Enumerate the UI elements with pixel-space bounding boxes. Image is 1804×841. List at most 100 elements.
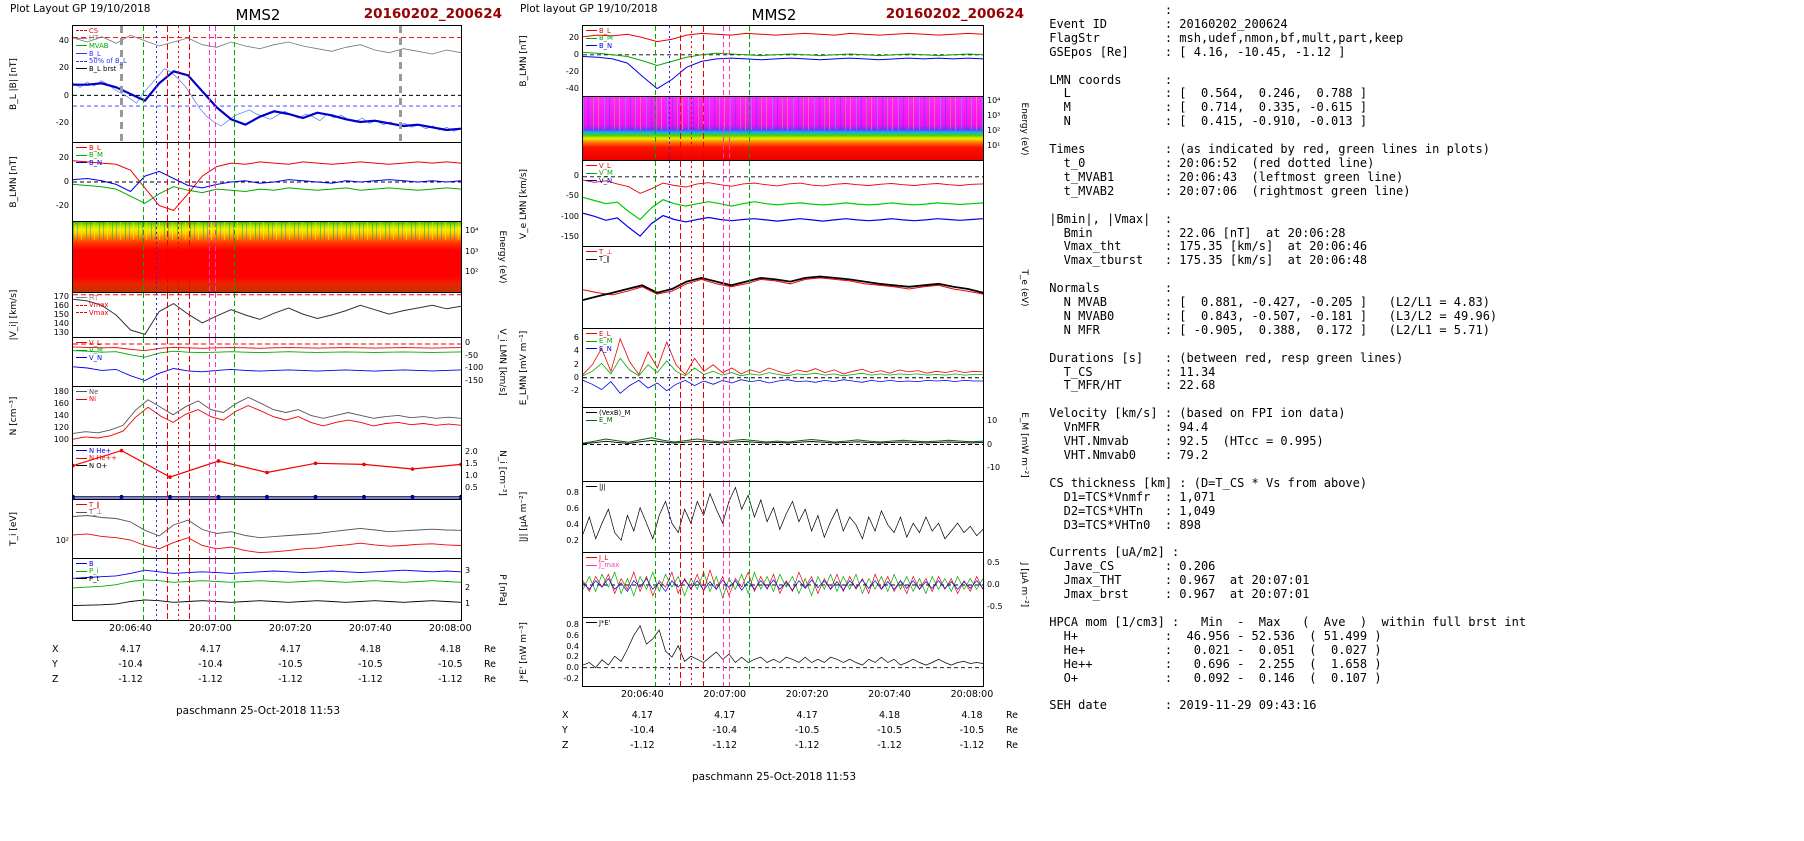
series-E_M (583, 437, 983, 444)
y-tick-label: 180 (53, 387, 69, 396)
event-time-line (155, 26, 157, 142)
series-Jmag (583, 486, 983, 542)
legend-label: B_L brst (89, 64, 117, 73)
y-tick-label: 10³ (465, 246, 479, 256)
y-tick-label: 0.5 (987, 558, 1000, 568)
coord-value: 4.18 (961, 710, 983, 721)
series-V_L (583, 179, 983, 194)
event-time-line (188, 387, 190, 445)
y-tick-label: 0 (63, 90, 69, 100)
legend-line-sample (76, 465, 87, 467)
event-time-line (234, 222, 236, 292)
legend-entry: N He+ (76, 447, 117, 455)
y-tick-label: 10 (987, 416, 998, 426)
left-axis-jdote: J*E' [nW m⁻³] 0.8 0.6 0.4 0.2 0.0 -0.2 (518, 617, 582, 687)
event-time-line (234, 446, 236, 499)
legend-vmag: HT Vmax Vmax (76, 294, 108, 317)
legend-entry: 50% of B_L (76, 57, 127, 65)
series-P_t (73, 599, 461, 607)
plot-svg-jmag (583, 486, 983, 542)
event-time-line (679, 553, 681, 617)
series-V_M (73, 350, 461, 358)
legend-label: J*E' (599, 618, 611, 627)
legend-entry: E_M (586, 416, 630, 424)
series-V_L (73, 346, 461, 352)
series-P_i (73, 579, 461, 589)
y-tick-label: 0.2 (566, 652, 579, 662)
event-time-line (234, 293, 236, 337)
y-tick-label: 0 (573, 171, 579, 181)
event-time-line (142, 293, 144, 337)
legend-jlmn: J_L J_max (586, 554, 619, 569)
event-time-line (155, 446, 157, 499)
event-time-line (234, 500, 236, 558)
plot-svg-vlmn (73, 343, 461, 381)
coord-row: Y -10.4 -10.4 -10.5 -10.5 -10.5 Re (52, 659, 496, 674)
y-tick-label: -20 (55, 201, 69, 211)
left-axis-vmag: |V_i| [km/s] 170 160 150 140 130 (8, 290, 72, 341)
event-time-line (166, 559, 168, 620)
event-time-line (668, 329, 670, 407)
coord-value: 4.17 (199, 644, 222, 655)
plot-svg-vmag (73, 294, 461, 335)
legend-entry: V_L (586, 162, 613, 170)
left-axis-te (518, 246, 582, 329)
legend-line-sample (76, 297, 87, 299)
plot-footer: paschmann 25-Oct-2018 11:53 (175, 705, 340, 717)
y-tick-label: -20 (55, 117, 69, 127)
legend-label: B (89, 559, 94, 568)
legend-line-sample (76, 45, 87, 47)
y-axis-label: B_LMN [nT] (519, 35, 529, 87)
legend-line-sample (76, 391, 87, 393)
left-axis-blmn: B_LMN [nT] 20 0 -20 (8, 142, 72, 222)
right-axis-jdote (984, 617, 1030, 687)
y-tick-label: 20 (58, 152, 69, 162)
legend-label: E_N (599, 344, 612, 353)
y-tick-label: 0.5 (465, 483, 478, 493)
event-time-line (668, 408, 670, 481)
coord-unit: Re (483, 644, 496, 655)
coord-value: -10.5 (877, 725, 902, 736)
left-axis-ti: T_i [eV] 10² (8, 499, 72, 559)
plot-svg-bfield (73, 34, 461, 132)
legend-entry: B_L (76, 50, 127, 58)
event-time-line (723, 482, 725, 552)
legend-line-sample (76, 162, 87, 164)
event-time-line (668, 26, 670, 96)
plot-area-velmn: V_L V_M V_N (582, 160, 984, 247)
y-axis-label-right: V_i LMN [km/s] (497, 328, 507, 396)
y-axis-label-right: T_e (eV) (1019, 268, 1029, 307)
left-axis-minor-density (8, 445, 72, 500)
right-axis-ti (462, 499, 508, 559)
legend-line-sample (76, 30, 87, 32)
y-tick-label: 6 (573, 333, 579, 342)
legend-label: B_L (599, 26, 611, 35)
right-axis-te: T_e (eV) (984, 246, 1030, 329)
event-time-line (209, 500, 211, 558)
legend-entry: (VexB)_M (586, 409, 630, 417)
y-tick-label: 0.4 (566, 641, 579, 651)
event-time-line (691, 553, 693, 617)
event-time-line (728, 482, 730, 552)
coord-value: -10.4 (712, 725, 737, 736)
y-tick-label: 140 (53, 411, 69, 420)
spectrogram-texture (583, 97, 983, 130)
time-tick-label: 20:06:40 (109, 623, 152, 634)
legend-entry: B_N (76, 159, 103, 167)
ion-panel-stack: B_L |B| [nT] 40 20 0 -20 CS HT MVAB B_L 50% of B_… (8, 25, 508, 621)
y-tick-label: 2 (465, 582, 471, 592)
event-time-line (155, 338, 157, 386)
plot-svg-blmn2 (583, 32, 983, 90)
coord-unit: Re (1005, 725, 1018, 736)
legend-entry: B_N (586, 42, 613, 50)
y-tick-label: -2 (571, 386, 579, 396)
y-tick-label: 10² (465, 267, 479, 277)
y-tick-label: -40 (565, 83, 579, 93)
y-tick-label: 1.0 (465, 471, 478, 481)
right-axis-velmn (984, 160, 1030, 247)
y-axis-label-right: E_M [mW m⁻²] (1019, 411, 1029, 478)
legend-label: T_∥ (599, 255, 610, 264)
time-tick-label: 20:06:40 (620, 689, 664, 700)
event-time-line (209, 222, 211, 292)
legend-line-sample (586, 251, 597, 253)
